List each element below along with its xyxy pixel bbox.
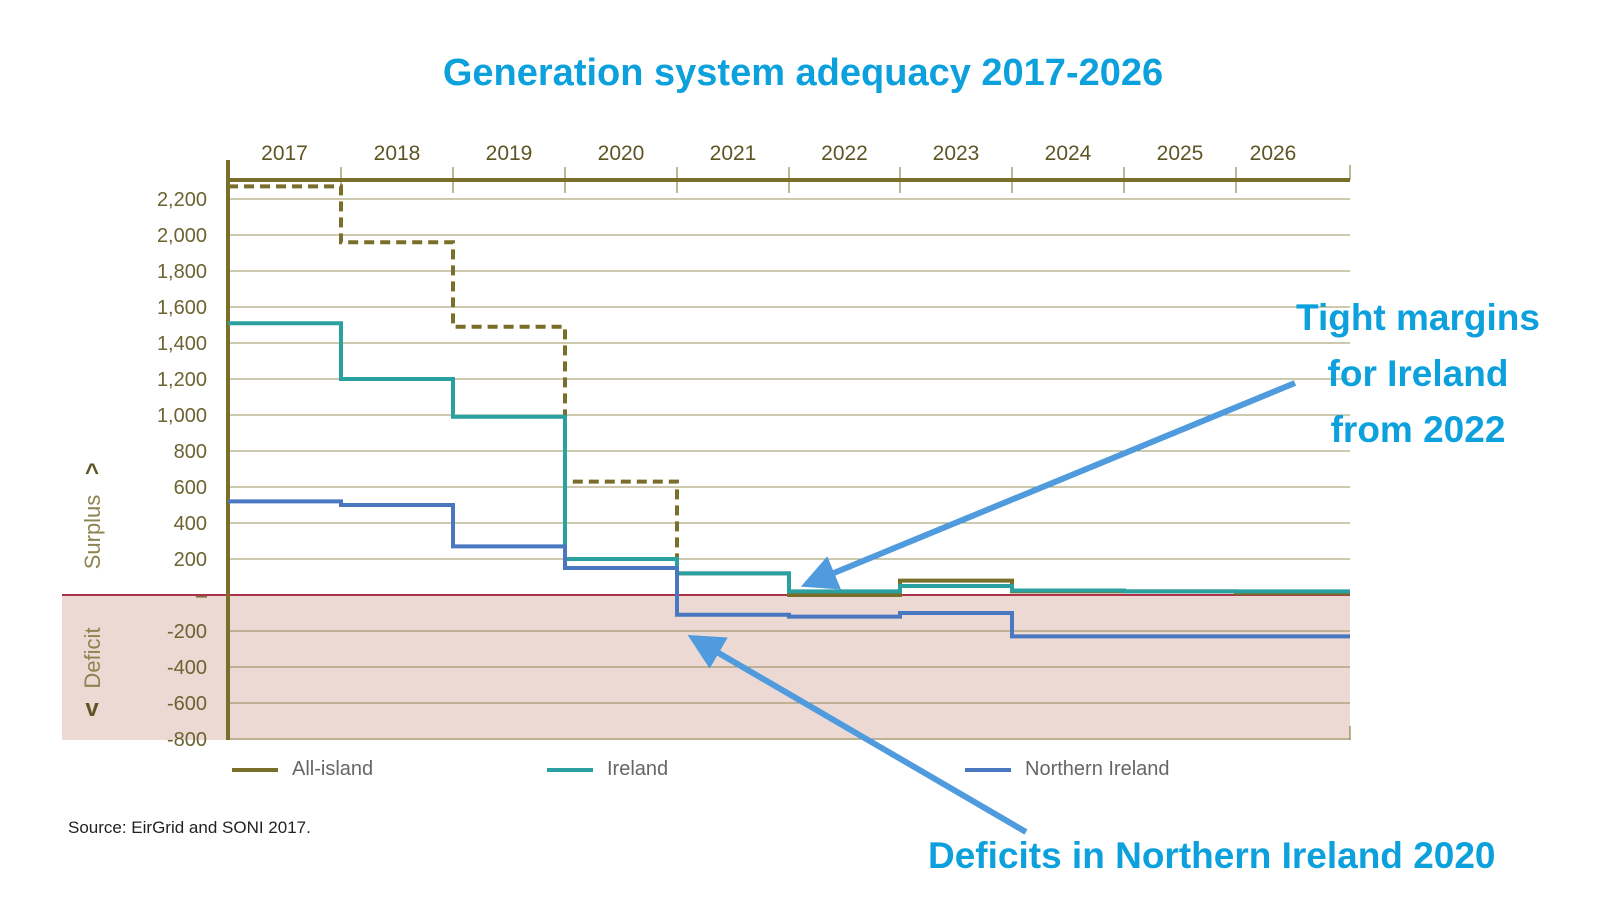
y-tick-label: 1,800 [157,261,207,283]
y-tick-label: -800 [167,729,207,751]
annotation-ni-deficits: Deficits in Northern Ireland 2020 [928,835,1496,876]
x-tick-label: 2020 [598,142,645,165]
deficit-arrow-icon: v [85,695,99,722]
y-tick-label: 400 [174,513,207,535]
legend-item-ireland: Ireland [547,758,668,781]
deficit-label: Deficit [80,627,105,688]
legend-label-all-island: All-island [292,758,374,780]
annotation-ireland-line-2: for Ireland [1327,353,1509,394]
y-tick-label: 200 [174,549,207,571]
x-tick-label: 2021 [710,142,757,165]
annotation-ireland-tight-margins: Tight margins for Ireland from 2022 [1268,290,1568,458]
y-tick-label: 800 [174,441,207,463]
surplus-arrow-icon: ^ [85,459,99,486]
source-note: Source: EirGrid and SONI 2017. [68,818,311,837]
x-tick-label: 2026 [1250,142,1297,165]
surplus-label: Surplus [80,495,105,570]
x-tick-label: 2024 [1045,142,1092,165]
legend-label-ireland: Ireland [607,758,669,780]
x-tick-label: 2023 [933,142,980,165]
y-tick-label: 600 [174,477,207,499]
chart-title: Generation system adequacy 2017-2026 [442,52,1164,94]
legend-item-northern-ireland: Northern Ireland [965,758,1170,781]
x-tick-label: 2019 [486,142,533,165]
legend-swatch-all-island [232,767,278,772]
y-tick-label: 1,400 [157,333,207,355]
series-line-ireland [228,321,1350,594]
legend-item-all-island: All-island [232,758,373,781]
legend-label-northern-ireland: Northern Ireland [1025,758,1170,780]
y-tick-label: -400 [167,657,207,679]
x-tick-label: 2018 [374,142,421,165]
x-tick-label: 2017 [261,142,308,165]
y-tick-label: 1,000 [157,405,207,427]
x-tick-label: 2025 [1157,142,1204,165]
y-tick-label: 2,200 [157,189,207,211]
legend-swatch-northern-ireland [965,767,1011,772]
annotation-ireland-line-3: from 2022 [1330,409,1506,450]
x-tick-label: 2022 [821,142,868,165]
y-tick-label: 2,000 [157,225,207,247]
y-tick-label: -200 [167,621,207,643]
y-tick-label: 1,200 [157,369,207,391]
arrow-northern-ireland [687,634,1028,835]
legend-swatch-ireland [547,767,593,772]
series-line-northern-ireland [228,499,1350,639]
y-tick-label: 1,600 [157,297,207,319]
y-tick-label: -600 [167,693,207,715]
series-line-all-island-dashed [228,184,679,574]
annotation-ireland-line-1: Tight margins [1296,297,1540,338]
arrow-ireland [800,380,1297,590]
